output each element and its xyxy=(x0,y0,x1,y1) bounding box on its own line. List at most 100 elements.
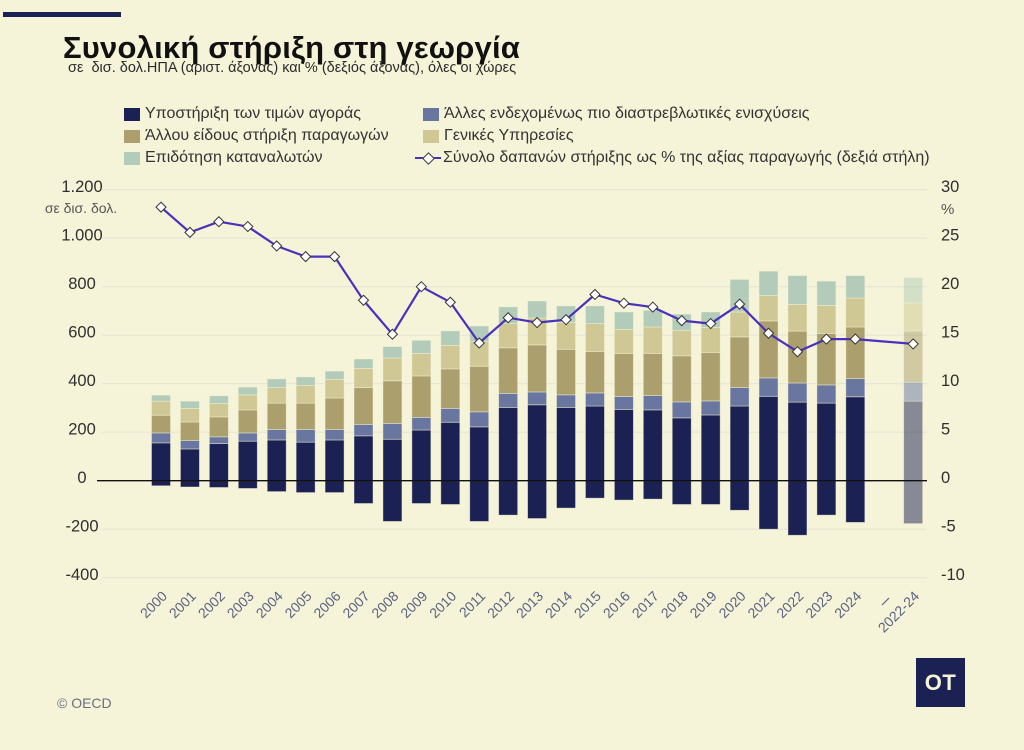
bar-segment-market-price-support xyxy=(729,405,750,482)
right-axis-tick-label: 0 xyxy=(941,469,950,487)
x-axis-label: 2001 xyxy=(166,588,199,621)
line-point-diamond xyxy=(531,316,543,329)
bar-segment-market-price-support-negative xyxy=(787,480,808,536)
line-point-diamond xyxy=(849,333,862,345)
bar-segment-other-producer-support xyxy=(440,368,461,409)
legend-item-other-distorting-support: Άλλες ενδεχομένως πιο διαστρεβλωτικές εν… xyxy=(423,104,809,124)
legend-item-consumer-subsidies: Επιδότηση καταναλωτών xyxy=(124,148,323,168)
bar-segment-market-price-support-negative xyxy=(324,480,345,493)
bar-segment-other-distorting-support xyxy=(729,387,750,407)
bar-segment-market-price-support xyxy=(700,414,721,482)
bar-segment-other-distorting-support xyxy=(353,424,374,437)
x-axis-label: 2022 xyxy=(773,588,806,621)
legend-item-general-services: Γενικές Υπηρεσίες xyxy=(423,126,574,146)
bar-segment-market-price-support xyxy=(585,405,605,482)
line-point-diamond xyxy=(733,298,746,310)
bar-stack xyxy=(440,330,461,505)
line-point-diamond xyxy=(415,280,428,293)
bar-segment-market-price-support-negative xyxy=(411,480,432,504)
bar-segment-market-price-support xyxy=(382,438,403,482)
legend-swatch xyxy=(423,107,439,121)
bar-segment-market-price-support xyxy=(498,407,519,482)
line-point-diamond xyxy=(184,226,196,239)
bar-stack xyxy=(845,275,866,523)
bar-segment-general-services xyxy=(845,297,866,328)
x-axis-label: 2002 xyxy=(195,588,228,621)
bar-segment-market-price-support-negative xyxy=(151,480,171,487)
bar-segment-market-price-support xyxy=(411,429,432,482)
bar-segment-consumer-subsidies xyxy=(816,280,837,306)
x-axis-label: 2006 xyxy=(310,588,343,621)
bar-segment-general-services xyxy=(671,330,692,357)
bar-segment-market-price-support-negative xyxy=(903,480,924,525)
bar-segment-market-price-support xyxy=(324,439,345,482)
line-point-diamond xyxy=(704,317,717,330)
bar-stack xyxy=(180,400,200,488)
bar-segment-market-price-support xyxy=(642,409,663,482)
bar-stack xyxy=(295,376,316,493)
bar-segment-other-producer-support xyxy=(180,421,200,441)
bar-segment-other-distorting-support xyxy=(758,377,779,397)
bar-stack xyxy=(353,358,374,504)
bar-stack xyxy=(729,279,750,511)
bar-segment-other-producer-support xyxy=(613,352,634,397)
bar-segment-other-distorting-support xyxy=(411,417,432,431)
bar-segment-consumer-subsidies xyxy=(787,275,808,305)
bar-stack xyxy=(816,280,837,516)
left-axis-tick-label: 1.000 xyxy=(61,227,102,245)
x-axis-label: 2007 xyxy=(339,588,372,621)
line-point-diamond xyxy=(299,250,312,263)
bar-stack xyxy=(411,339,432,504)
stacked-bars xyxy=(151,270,924,536)
right-axis-tick-label: -5 xyxy=(941,518,956,536)
line-point-diamond xyxy=(502,312,514,324)
line-point-diamond xyxy=(589,288,601,301)
line-point-diamond xyxy=(155,201,167,213)
bar-segment-general-services xyxy=(411,352,432,377)
x-axis-label: 2013 xyxy=(513,588,546,621)
x-axis-label: 2014 xyxy=(542,588,575,621)
bar-stack xyxy=(237,386,258,489)
bar-segment-market-price-support-negative xyxy=(556,480,576,509)
bar-segment-general-services xyxy=(613,328,634,354)
bar-segment-other-producer-support xyxy=(324,397,345,430)
bar-segment-general-services xyxy=(903,302,924,332)
legend-swatch xyxy=(124,151,140,165)
bar-segment-consumer-subsidies xyxy=(266,378,287,388)
bar-segment-market-price-support xyxy=(151,442,171,482)
bar-segment-other-producer-support xyxy=(556,348,576,396)
left-axis-tick-label: 400 xyxy=(68,372,96,390)
right-axis-unit-label: % xyxy=(941,201,955,218)
bar-segment-other-distorting-support xyxy=(151,432,171,444)
bar-segment-market-price-support-negative xyxy=(237,480,258,489)
bar-segment-other-producer-support xyxy=(585,351,605,394)
bar-segment-market-price-support-negative xyxy=(440,480,461,505)
percentage-line-series xyxy=(155,201,919,358)
bar-stack xyxy=(151,394,171,487)
legend-label: Υποστήριξη των τιμών αγοράς xyxy=(145,105,361,122)
x-axis-label: 2010 xyxy=(426,588,459,621)
x-axis-label: 2023 xyxy=(802,588,835,621)
legend-label: Άλλου είδους στήριξη παραγωγών xyxy=(145,127,389,144)
bar-segment-general-services xyxy=(758,295,779,322)
bar-segment-other-distorting-support xyxy=(498,392,519,408)
bar-segment-market-price-support-negative xyxy=(613,480,634,501)
x-axis-label: 2008 xyxy=(368,588,401,621)
bar-segment-market-price-support-negative xyxy=(295,480,316,493)
x-axis-label: 2017 xyxy=(629,588,662,621)
legend-swatch xyxy=(124,129,140,143)
bar-segment-other-producer-support xyxy=(208,416,229,438)
bar-segment-consumer-subsidies xyxy=(758,270,779,296)
bar-segment-market-price-support xyxy=(295,441,316,482)
x-axis-label: 2009 xyxy=(397,588,430,621)
bar-segment-other-producer-support xyxy=(295,402,316,430)
line-point-diamond xyxy=(242,220,254,233)
bar-stack xyxy=(556,305,576,509)
legend-line-diamond-icon xyxy=(415,148,441,168)
bar-segment-market-price-support xyxy=(180,448,200,482)
bar-segment-other-distorting-support xyxy=(469,411,490,428)
legend-item-market-price-support: Υποστήριξη των τιμών αγοράς xyxy=(124,104,361,124)
left-axis-tick-label: 800 xyxy=(68,275,96,293)
bar-stack xyxy=(324,370,345,493)
bar-segment-general-services xyxy=(556,322,576,350)
